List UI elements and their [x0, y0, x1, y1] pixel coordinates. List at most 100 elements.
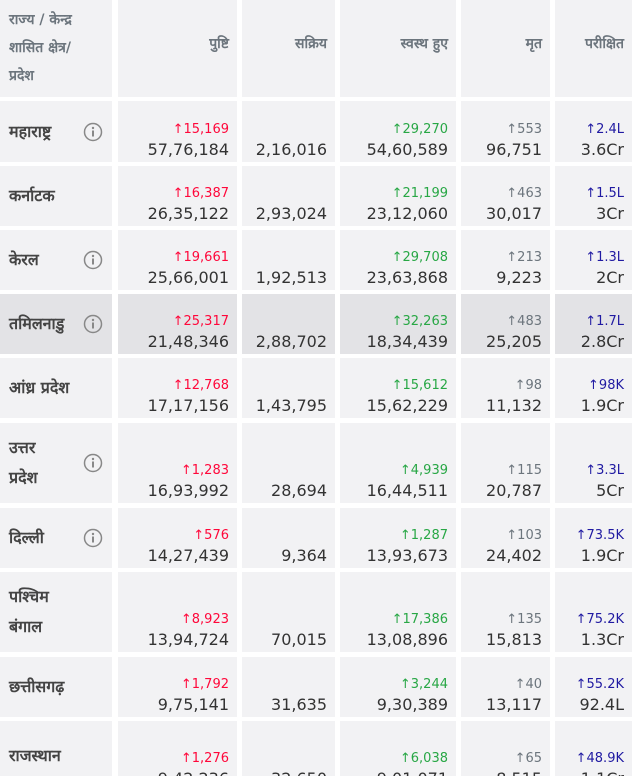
state-name[interactable]: कर्नाटक [9, 186, 55, 205]
table-cell: पश्चिम बंगाल [0, 572, 112, 652]
table-cell: केरल [0, 230, 112, 290]
recovered-delta: ↑15,612 [391, 378, 448, 393]
active-total: 1,43,795 [255, 396, 327, 415]
tested-delta: ↑1.3L [585, 250, 624, 265]
table-cell: ↑32,263 18,34,439 [340, 294, 456, 354]
active-total: 70,015 [271, 630, 327, 649]
tested-delta: ↑73.5K [575, 528, 624, 543]
header-cell: परीक्षित [555, 0, 632, 97]
table-cell: ↑6,038 9,01,071 [340, 721, 456, 776]
recovered-delta: ↑1,287 [399, 528, 448, 543]
table-cell: ↑15,612 15,62,229 [340, 358, 456, 418]
table-cell: ↑98 11,132 [461, 358, 550, 418]
table-cell: ↑1.7L 2.8Cr [555, 294, 632, 354]
deceased-delta: ↑115 [506, 463, 542, 478]
state-name[interactable]: आंध्र प्रदेश [9, 378, 70, 397]
tested-total: 2Cr [596, 268, 624, 287]
active-total: 32,650 [271, 769, 327, 776]
table-cell: ↑19,661 25,66,001 [118, 230, 237, 290]
header-tested[interactable]: परीक्षित [585, 36, 624, 52]
table-cell: ↑103 24,402 [461, 508, 550, 568]
table-cell: 28,694 [242, 423, 335, 503]
recovered-delta: ↑29,708 [391, 250, 448, 265]
table-cell: ↑29,708 23,63,868 [340, 230, 456, 290]
table-cell: ↑3,244 9,30,389 [340, 657, 456, 717]
deceased-total: 13,117 [486, 695, 542, 714]
table-cell: आंध्र प्रदेश [0, 358, 112, 418]
tested-delta: ↑1.7L [585, 314, 624, 329]
table-cell: ↑16,387 26,35,122 [118, 166, 237, 226]
confirmed-total: 17,17,156 [147, 396, 229, 415]
recovered-total: 54,60,589 [366, 140, 448, 159]
confirmed-delta: ↑15,169 [172, 122, 229, 137]
confirmed-total: 14,27,439 [147, 546, 229, 565]
tested-total: 2.8Cr [580, 332, 624, 351]
header-cell: पुष्टि [118, 0, 237, 97]
table-cell: ↑15,169 57,76,184 [118, 101, 237, 162]
table-cell: दिल्ली [0, 508, 112, 568]
tested-delta: ↑48.9K [575, 751, 624, 766]
state-name[interactable]: छत्तीसगढ़ [9, 677, 65, 696]
recovered-total: 9,01,071 [377, 769, 448, 776]
recovered-delta: ↑3,244 [399, 677, 448, 692]
deceased-delta: ↑40 [514, 677, 542, 692]
table-cell: ↑40 13,117 [461, 657, 550, 717]
state-name[interactable]: महाराष्ट्र [9, 121, 52, 141]
info-icon[interactable] [83, 314, 103, 334]
table-cell: उत्तर प्रदेश [0, 423, 112, 503]
table-cell: 70,015 [242, 572, 335, 652]
active-total: 1,92,513 [255, 268, 327, 287]
table-cell: ↑21,199 23,12,060 [340, 166, 456, 226]
recovered-total: 15,62,229 [366, 396, 448, 415]
deceased-delta: ↑553 [506, 122, 542, 137]
table-cell: ↑4,939 16,44,511 [340, 423, 456, 503]
active-total: 2,16,016 [255, 140, 327, 159]
tested-total: 1.3Cr [580, 630, 624, 649]
deceased-total: 96,751 [486, 140, 542, 159]
confirmed-total: 9,42,236 [158, 769, 229, 776]
recovered-delta: ↑4,939 [399, 463, 448, 478]
tested-delta: ↑55.2K [575, 677, 624, 692]
active-total: 2,88,702 [255, 332, 327, 351]
table-cell: ↑553 96,751 [461, 101, 550, 162]
table-cell: 31,635 [242, 657, 335, 717]
tested-delta: ↑1.5L [585, 186, 624, 201]
recovered-delta: ↑32,263 [391, 314, 448, 329]
table-cell: ↑1,287 13,93,673 [340, 508, 456, 568]
state-name[interactable]: केरल [9, 250, 39, 269]
state-name[interactable]: राजस्थान [9, 746, 61, 765]
header-recovered[interactable]: स्वस्थ हुए [400, 36, 448, 52]
table-cell: ↑29,270 54,60,589 [340, 101, 456, 162]
confirmed-total: 57,76,184 [147, 140, 229, 159]
state-name[interactable]: दिल्ली [9, 528, 44, 547]
tested-total: 1.9Cr [580, 396, 624, 415]
deceased-total: 11,132 [486, 396, 542, 415]
info-icon[interactable] [83, 250, 103, 270]
info-icon[interactable] [83, 122, 103, 142]
deceased-total: 9,223 [496, 268, 542, 287]
state-name[interactable]: पश्चिम बंगाल [9, 587, 49, 636]
table-cell: ↑48.9K 1.1Cr [555, 721, 632, 776]
tested-total: 5Cr [596, 481, 624, 500]
tested-total: 92.4L [579, 695, 624, 714]
table-cell: महाराष्ट्र [0, 101, 112, 162]
table-cell: ↑75.2K 1.3Cr [555, 572, 632, 652]
tested-delta: ↑2.4L [585, 122, 624, 137]
info-icon[interactable] [83, 528, 103, 548]
recovered-delta: ↑6,038 [399, 751, 448, 766]
recovered-total: 16,44,511 [366, 481, 448, 500]
recovered-total: 18,34,439 [366, 332, 448, 351]
state-name[interactable]: उत्तर प्रदेश [9, 438, 38, 487]
table-cell: कर्नाटक [0, 166, 112, 226]
state-name[interactable]: तमिलनाडु [9, 314, 65, 333]
table-cell: 1,43,795 [242, 358, 335, 418]
info-icon[interactable] [83, 453, 103, 473]
header-cell: राज्य / केन्द्र शासित क्षेत्र/ प्रदेश [0, 0, 112, 97]
recovered-total: 9,30,389 [376, 695, 448, 714]
table-cell: ↑1,283 16,93,992 [118, 423, 237, 503]
table-cell: 32,650 [242, 721, 335, 776]
header-active[interactable]: सक्रिय [295, 36, 327, 52]
confirmed-total: 9,75,141 [157, 695, 229, 714]
header-deceased[interactable]: मृत [525, 36, 542, 52]
header-confirmed[interactable]: पुष्टि [209, 36, 229, 52]
